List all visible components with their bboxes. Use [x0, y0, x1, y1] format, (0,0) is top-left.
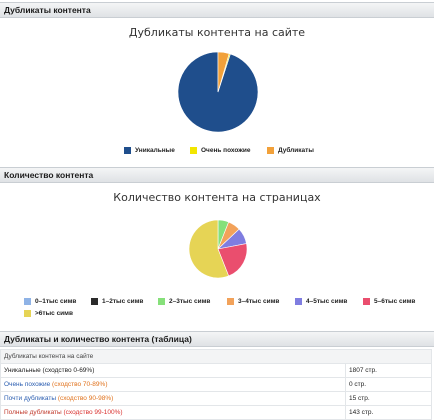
row-hint: (сходство 90-98%) — [56, 395, 114, 402]
row-hint: (сходство 0-69%) — [40, 367, 95, 374]
row-hint: (сходство 70-89%) — [50, 381, 108, 388]
legend-label: Очень похожие — [201, 147, 251, 154]
table-label-cell: Уникальные (сходство 0-69%) — [0, 363, 346, 378]
pie-slice-6[interactable] — [188, 219, 230, 279]
legend-label: 0–1тыс симв — [35, 298, 77, 305]
table-row: Очень похожие (сходство 70-89%) 0 стр. — [0, 377, 432, 392]
table-row: Полные дубликаты (сходство 99-100%) 143 … — [0, 405, 432, 420]
legend-item-4-5k[interactable]: 4–5тыс симв — [295, 298, 347, 305]
legend-label: Дубликаты — [278, 147, 314, 154]
table-section-header: Дубликаты и количество контента (таблица… — [0, 331, 434, 347]
legend-label: Уникальные — [135, 147, 175, 154]
legend-item-6k-plus[interactable]: >6тыс симв — [24, 310, 73, 317]
row-link-full-duplicates[interactable]: Полные дубликаты — [4, 409, 62, 416]
legend-item-2-3k[interactable]: 2–3тыс симв — [158, 298, 210, 305]
content-legend: 0–1тыс симв 1–2тыс симв 2–3тыс симв 3–4т… — [24, 298, 415, 317]
table-row: Почти дубликаты (сходство 90-98%) 15 стр… — [0, 391, 432, 406]
legend-item-5-6k[interactable]: 5–6тыс симв — [363, 298, 415, 305]
legend-swatch — [295, 298, 302, 305]
legend-swatch — [124, 147, 131, 154]
table-row: Уникальные (сходство 0-69%) 1807 стр. — [0, 363, 432, 378]
content-pie-chart — [188, 219, 248, 279]
pie-slice-2[interactable] — [217, 51, 230, 93]
duplicates-legend: Уникальные Очень похожие Дубликаты — [0, 147, 434, 157]
table-value-cell: 143 стр. — [345, 405, 432, 420]
table-label-cell: Почти дубликаты (сходство 90-98%) — [0, 391, 346, 406]
legend-item-1-2k[interactable]: 1–2тыс симв — [91, 298, 143, 305]
content-chart-title: Количество контента на страницах — [113, 191, 321, 204]
duplicates-table: Дубликаты контента на сайте Уникальные (… — [0, 349, 432, 420]
pie-slice-5[interactable] — [217, 243, 248, 277]
content-section-header: Количество контента — [0, 167, 434, 183]
legend-item-duplicates[interactable]: Дубликаты — [267, 147, 314, 154]
legend-swatch — [91, 298, 98, 305]
legend-label: 3–4тыс симв — [238, 298, 280, 305]
legend-label: 1–2тыс симв — [102, 298, 144, 305]
legend-label: >6тыс симв — [35, 310, 73, 317]
table-value-cell: 15 стр. — [345, 391, 432, 406]
legend-swatch — [24, 298, 31, 305]
legend-swatch — [24, 310, 31, 317]
table-value-cell: 1807 стр. — [345, 363, 432, 378]
legend-swatch — [267, 147, 274, 154]
row-hint: (сходство 99-100%) — [61, 409, 123, 416]
table-value-cell: 0 стр. — [345, 377, 432, 392]
legend-label: 4–5тыс симв — [306, 298, 348, 305]
duplicates-table-wrap: Дубликаты контента на сайте Уникальные (… — [0, 349, 434, 420]
legend-swatch — [158, 298, 165, 305]
table-header-cell: Дубликаты контента на сайте — [0, 349, 432, 364]
legend-item-unique[interactable]: Уникальные — [124, 147, 175, 154]
table-label-cell: Полные дубликаты (сходство 99-100%) — [0, 405, 346, 420]
row-link-near-duplicates[interactable]: Почти дубликаты — [4, 395, 57, 402]
legend-swatch — [190, 147, 197, 154]
legend-item-similar[interactable]: Очень похожие — [190, 147, 250, 154]
legend-swatch — [363, 298, 370, 305]
legend-label: 2–3тыс симв — [169, 298, 211, 305]
legend-item-3-4k[interactable]: 3–4тыс симв — [227, 298, 279, 305]
duplicates-pie-chart — [177, 51, 259, 133]
table-header-row: Дубликаты контента на сайте — [0, 349, 432, 364]
duplicates-chart-title: Дубликаты контента на сайте — [128, 26, 306, 39]
duplicates-section-header: Дубликаты контента — [0, 2, 434, 18]
legend-swatch — [227, 298, 234, 305]
legend-item-0-1k[interactable]: 0–1тыс симв — [24, 298, 76, 305]
row-link-similar[interactable]: Очень похожие — [4, 381, 51, 388]
legend-label: 5–6тыс симв — [374, 298, 416, 305]
table-label-cell: Очень похожие (сходство 70-89%) — [0, 377, 346, 392]
row-label: Уникальные — [4, 367, 41, 374]
